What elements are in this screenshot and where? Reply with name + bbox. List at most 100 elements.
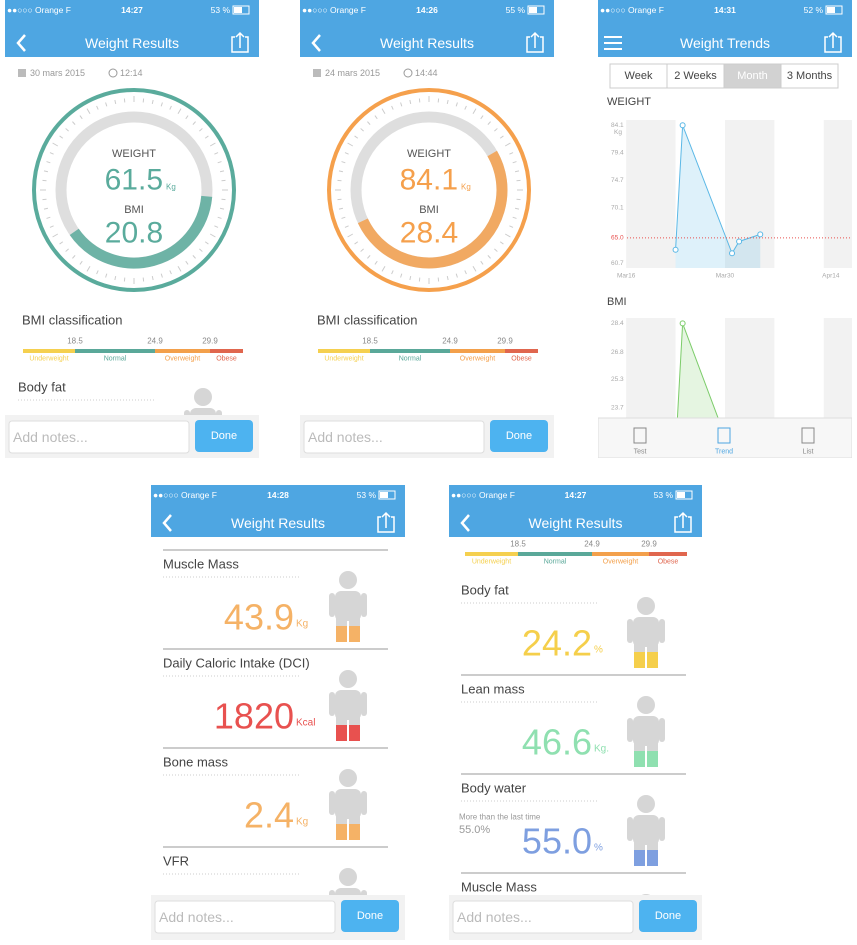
tab-label[interactable]: Trend [715, 449, 733, 456]
clock-icon [108, 68, 118, 78]
done-button[interactable] [639, 900, 697, 932]
figure-leg-fill [349, 725, 360, 741]
gauge-tick [217, 161, 222, 164]
metric-value: 24.2 [522, 623, 592, 664]
range-tab-label[interactable]: 3 Months [787, 70, 833, 82]
gauge-tick [43, 170, 49, 173]
battery-fill [529, 7, 537, 13]
figure-arm [627, 619, 633, 643]
gauge-tick [338, 170, 344, 173]
gauge-tick [59, 241, 64, 245]
gauge-tick [105, 273, 108, 278]
gauge-tick [341, 216, 346, 219]
notes-input[interactable] [154, 900, 336, 934]
tab-icon[interactable] [717, 427, 731, 444]
tab-label[interactable]: List [803, 449, 814, 456]
gauge-tick [360, 128, 364, 132]
metric-label: Bone mass [163, 755, 229, 770]
share-button[interactable] [674, 511, 692, 533]
date: 30 mars 2015 [30, 68, 85, 78]
weight-unit: Kg [166, 183, 176, 192]
tab-label[interactable]: Test [634, 449, 647, 456]
range-tab-label[interactable]: 2 Weeks [674, 70, 717, 82]
bmi-segment [450, 349, 505, 353]
calendar-icon [313, 69, 321, 77]
tab-icon[interactable] [801, 427, 815, 444]
done-label[interactable]: Done [506, 430, 532, 442]
gauge-tick [86, 108, 91, 115]
figure-head [339, 571, 357, 589]
nav-title: Weight Results [529, 515, 623, 531]
figure-leg-fill [647, 751, 658, 767]
figure-arm [361, 593, 367, 617]
range-tab[interactable] [780, 63, 839, 89]
battery-fill [380, 492, 388, 498]
figure-leg-fill [647, 652, 658, 668]
notes-input[interactable] [452, 900, 634, 934]
done-label[interactable]: Done [655, 910, 681, 922]
metric-unit: % [594, 645, 603, 656]
metric-label: Lean mass [461, 682, 525, 697]
gauge-arc [357, 150, 508, 269]
tab-icon[interactable] [633, 427, 647, 444]
status-time: 14:31 [714, 5, 736, 15]
gauge-tick [341, 161, 346, 164]
gauge-tick [151, 99, 154, 105]
weight-label: WEIGHT [407, 148, 451, 160]
share-button[interactable] [377, 511, 395, 533]
range-tab[interactable] [609, 63, 668, 89]
bmi-class: Obese [216, 356, 237, 363]
done-button[interactable] [490, 420, 548, 452]
gauge-tick [494, 248, 498, 252]
gauge-tick [509, 225, 514, 228]
share-button[interactable] [824, 31, 842, 53]
range-tab[interactable] [723, 63, 782, 89]
range-tab-label[interactable]: Week [625, 70, 653, 82]
back-button[interactable] [16, 34, 26, 52]
figure-leg-fill [647, 850, 658, 866]
bmi-segment [75, 349, 155, 353]
done-label[interactable]: Done [357, 910, 383, 922]
bmi-segment [592, 552, 649, 556]
notes-placeholder: Add notes... [13, 429, 88, 445]
gauge-tick [177, 108, 182, 115]
gauge-tick [354, 135, 359, 139]
figure-arm [361, 791, 367, 815]
gauge-tick [114, 99, 117, 105]
figure-arm [627, 817, 633, 841]
done-button[interactable] [195, 420, 253, 452]
figure-body [633, 617, 659, 647]
gauge-tick [52, 142, 59, 147]
gauge-tick [487, 255, 491, 259]
share-button[interactable] [526, 31, 544, 53]
nav-bar [598, 0, 852, 57]
gauge-tick [338, 207, 344, 210]
gauge-tick [480, 115, 484, 120]
bmi-segment [155, 349, 210, 353]
gauge-tick [512, 216, 517, 219]
share-button[interactable] [231, 31, 249, 53]
back-button[interactable] [162, 514, 172, 532]
metric-value: 2.4 [244, 795, 294, 836]
done-button[interactable] [341, 900, 399, 932]
tab-bar [598, 417, 852, 458]
gauge-tick [169, 105, 172, 110]
week-band [626, 318, 676, 418]
back-button[interactable] [311, 34, 321, 52]
notes-input[interactable] [8, 420, 190, 454]
x-tick-label: Apr14 [822, 273, 840, 280]
gauge-tick [400, 273, 403, 278]
calendar-icon [18, 69, 26, 77]
weight-value: 61.5 [105, 164, 163, 197]
metric-value: 46.6 [522, 722, 592, 763]
back-button[interactable] [460, 514, 470, 532]
gauge-tick [374, 115, 378, 120]
bmi-class: Underweight [324, 356, 363, 363]
range-tab-label[interactable]: Month [737, 70, 768, 82]
notes-input[interactable] [303, 420, 485, 454]
y-tick-label: 84.1 [611, 122, 624, 129]
metric-label: Body fat [461, 583, 509, 598]
done-label[interactable]: Done [211, 430, 237, 442]
gauge-tick [86, 265, 91, 272]
